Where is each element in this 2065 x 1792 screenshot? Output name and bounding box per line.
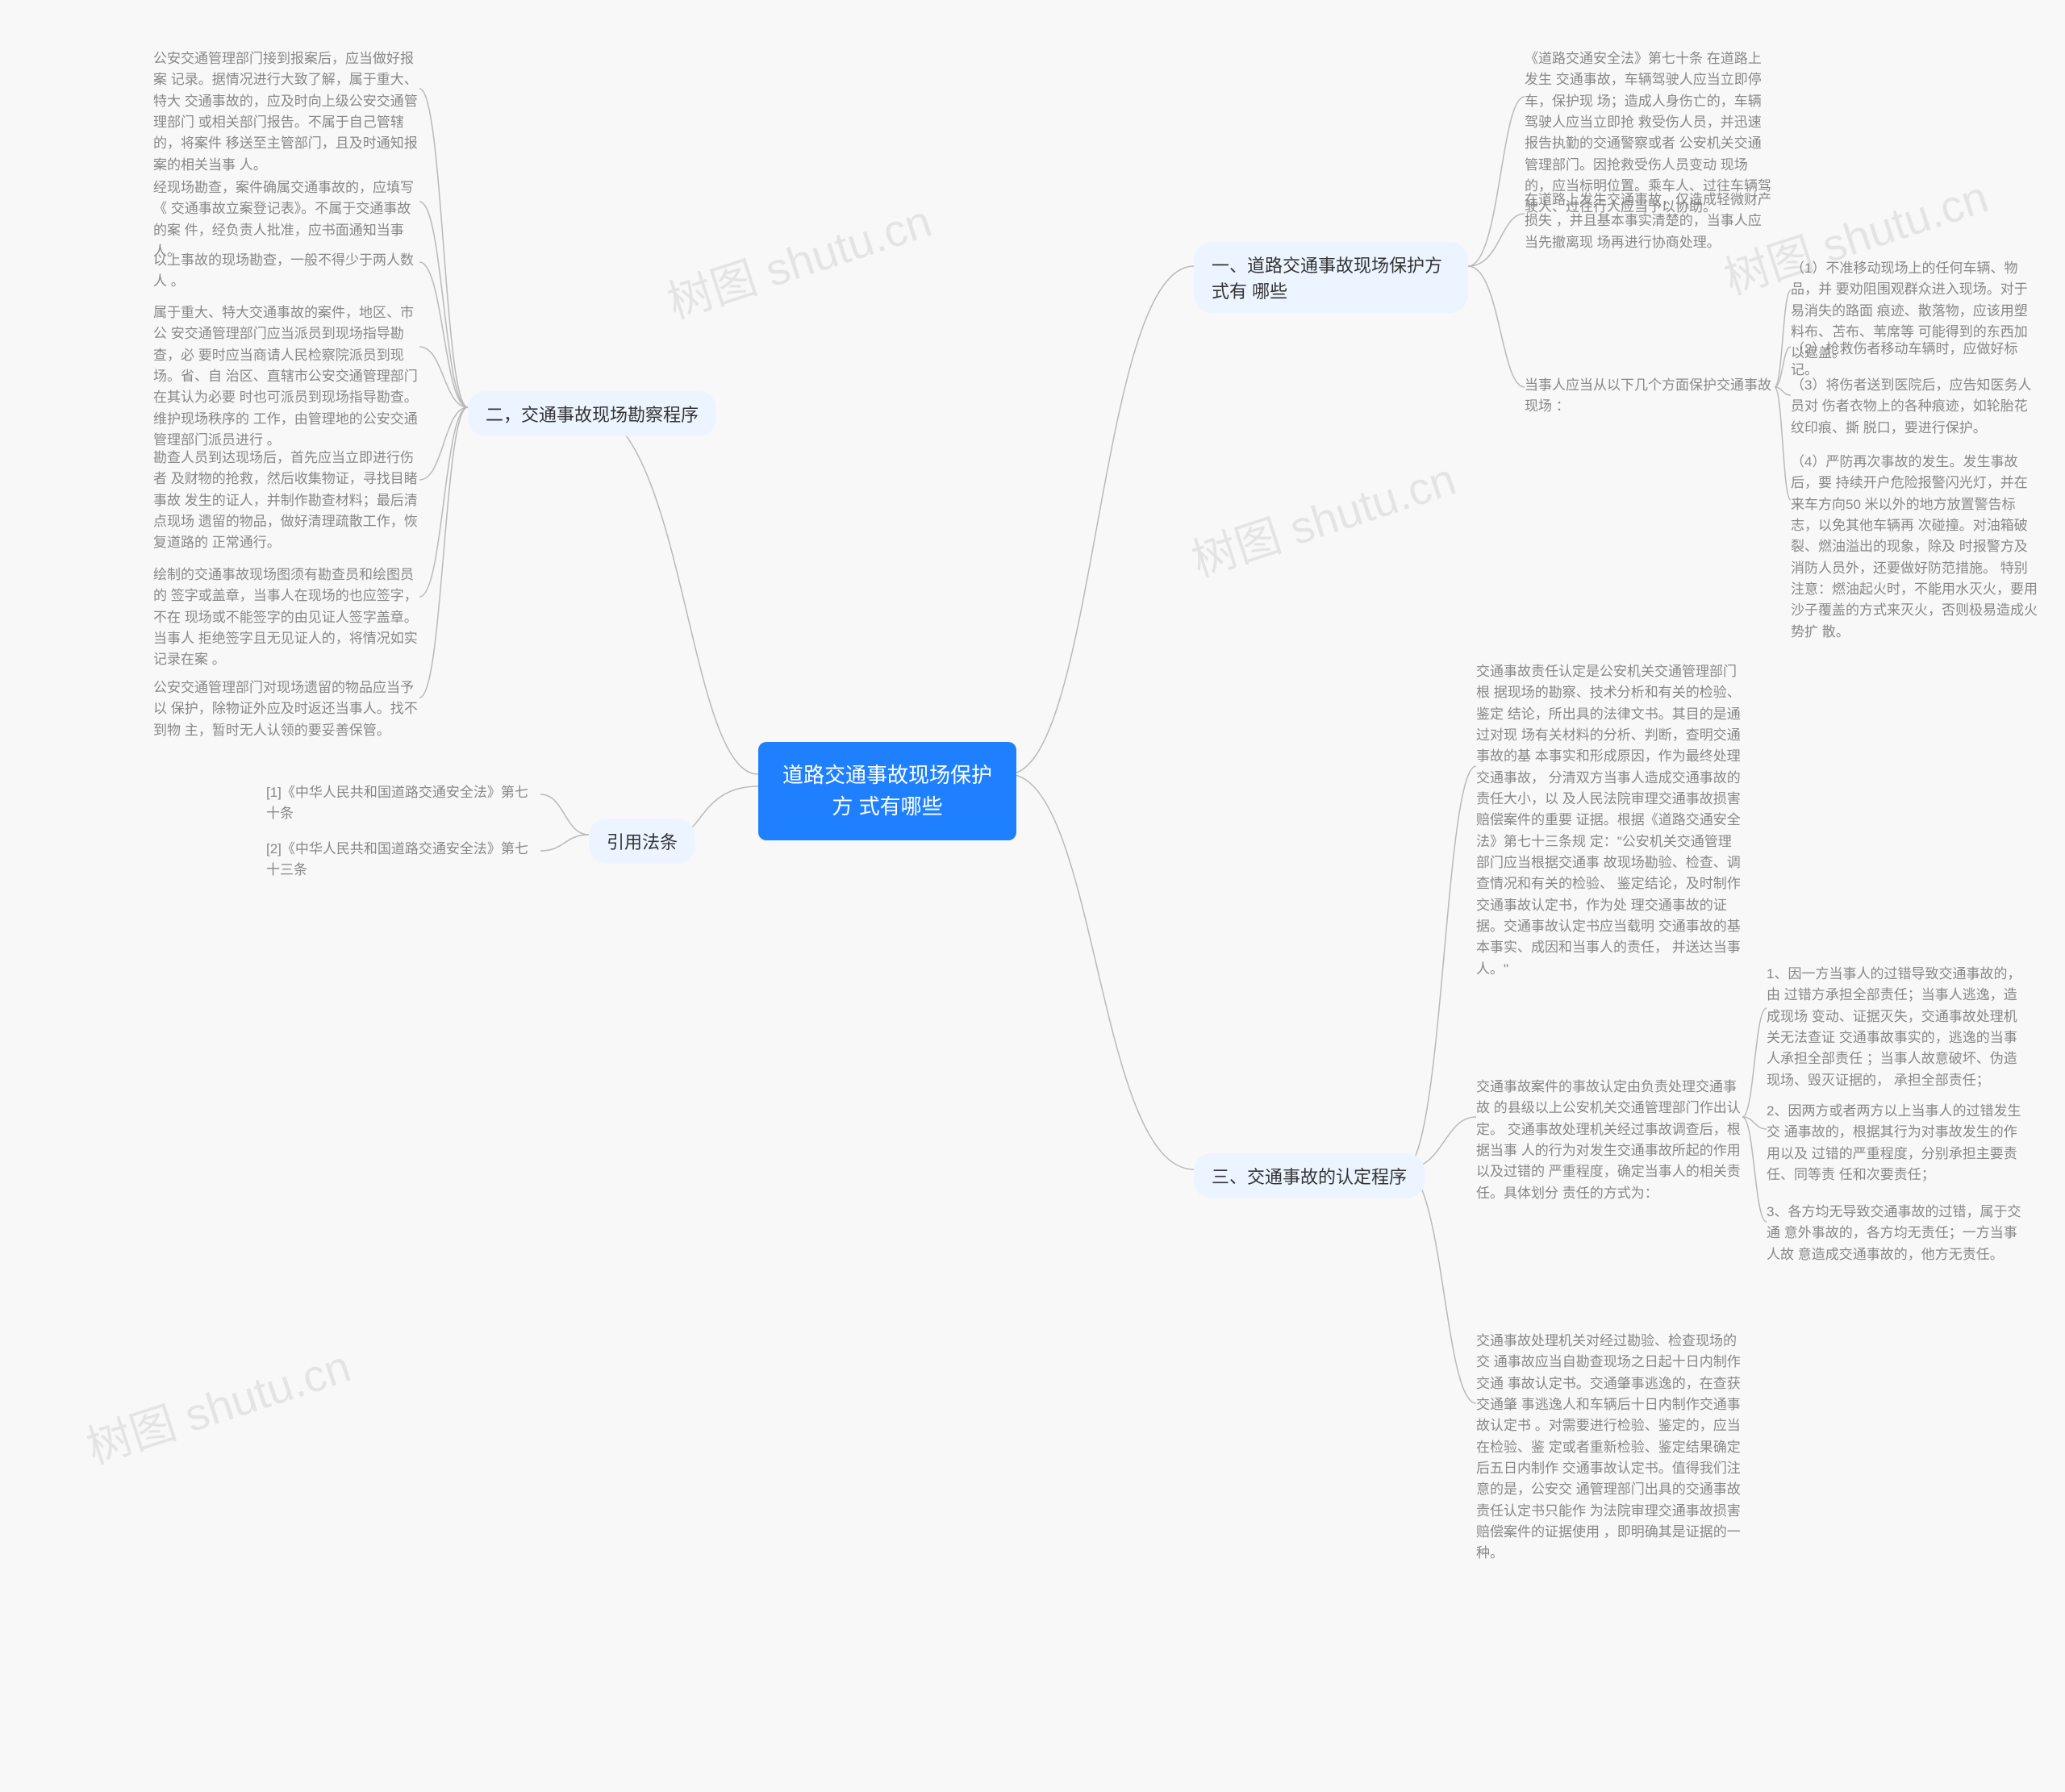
leaf-node: 公安交通管理部门对现场遗留的物品应当予以 保护，除物证外应及时返还当事人。找不到…: [153, 677, 419, 741]
branch-node-1: 一、道路交通事故现场保护方式有 哪些: [1194, 242, 1468, 313]
leaf-node: 公安交通管理部门接到报案后，应当做好报案 记录。据情况进行大致了解，属于重大、特…: [153, 48, 419, 176]
leaf-node: 以上事故的现场勘查，一般不得少于两人数人 。: [153, 250, 419, 293]
branch-node-2: 二，交通事故现场勘察程序: [468, 391, 716, 436]
leaf-node: [2]《中华人民共和国道路交通安全法》第七 十三条: [266, 839, 540, 881]
root-node: 道路交通事故现场保护方 式有哪些: [758, 742, 1016, 840]
leaf-node: 2、因两方或者两方以上当事人的过错发生交 通事故的，根据其行为对事故发生的作用以…: [1767, 1101, 2025, 1186]
watermark: 树图 shutu.cn: [1183, 444, 1463, 590]
watermark: 树图 shutu.cn: [77, 1331, 358, 1477]
leaf-node: 在道路上发生交通事故，仅造成轻微财产损失 ，并且基本事实清楚的，当事人应当先撤离…: [1525, 190, 1775, 253]
leaf-node: 1、因一方当事人的过错导致交通事故的，由 过错方承担全部责任；当事人逃逸，造成现…: [1767, 964, 2025, 1091]
leaf-node: 交通事故处理机关对经过勘验、检查现场的交 通事故应当自勘查现场之日起十日内制作交…: [1476, 1331, 1742, 1565]
leaf-node: 交通事故案件的事故认定由负责处理交通事故 的县级以上公安机关交通管理部门作出认定…: [1476, 1077, 1742, 1204]
leaf-node: （3）将伤者送到医院后，应告知医务人员对 伤者衣物上的各种痕迹，如轮胎花纹印痕、…: [1791, 375, 2041, 439]
leaf-node: [1]《中华人民共和国道路交通安全法》第七 十条: [266, 782, 540, 825]
leaf-node: 属于重大、特大交通事故的案件，地区、市公 安交通管理部门应当派员到现场指导勘查，…: [153, 302, 419, 451]
branch-node-3: 三、交通事故的认定程序: [1194, 1153, 1425, 1198]
leaf-node: 勘查人员到达现场后，首先应当立即进行伤者 及财物的抢救，然后收集物证，寻找目睹事…: [153, 448, 419, 554]
leaf-node: 交通事故责任认定是公安机关交通管理部门根 据现场的勘察、技术分析和有关的检验、鉴…: [1476, 661, 1742, 980]
leaf-node: 3、各方均无导致交通事故的过错，属于交通 意外事故的，各方均无责任；一方当事人故…: [1767, 1202, 2025, 1265]
leaf-node: 绘制的交通事故现场图须有勘查员和绘图员的 签字或盖章，当事人在现场的也应签字，不…: [153, 565, 419, 671]
leaf-node: （4）严防再次事故的发生。发生事故后，要 持续开户危险报警闪光灯，并在来车方向5…: [1791, 452, 2041, 643]
watermark: 树图 shutu.cn: [658, 185, 939, 332]
leaf-node: 当事人应当从以下几个方面保护交通事故现场 ：: [1525, 375, 1775, 418]
branch-node-4: 引用法条: [589, 819, 695, 864]
